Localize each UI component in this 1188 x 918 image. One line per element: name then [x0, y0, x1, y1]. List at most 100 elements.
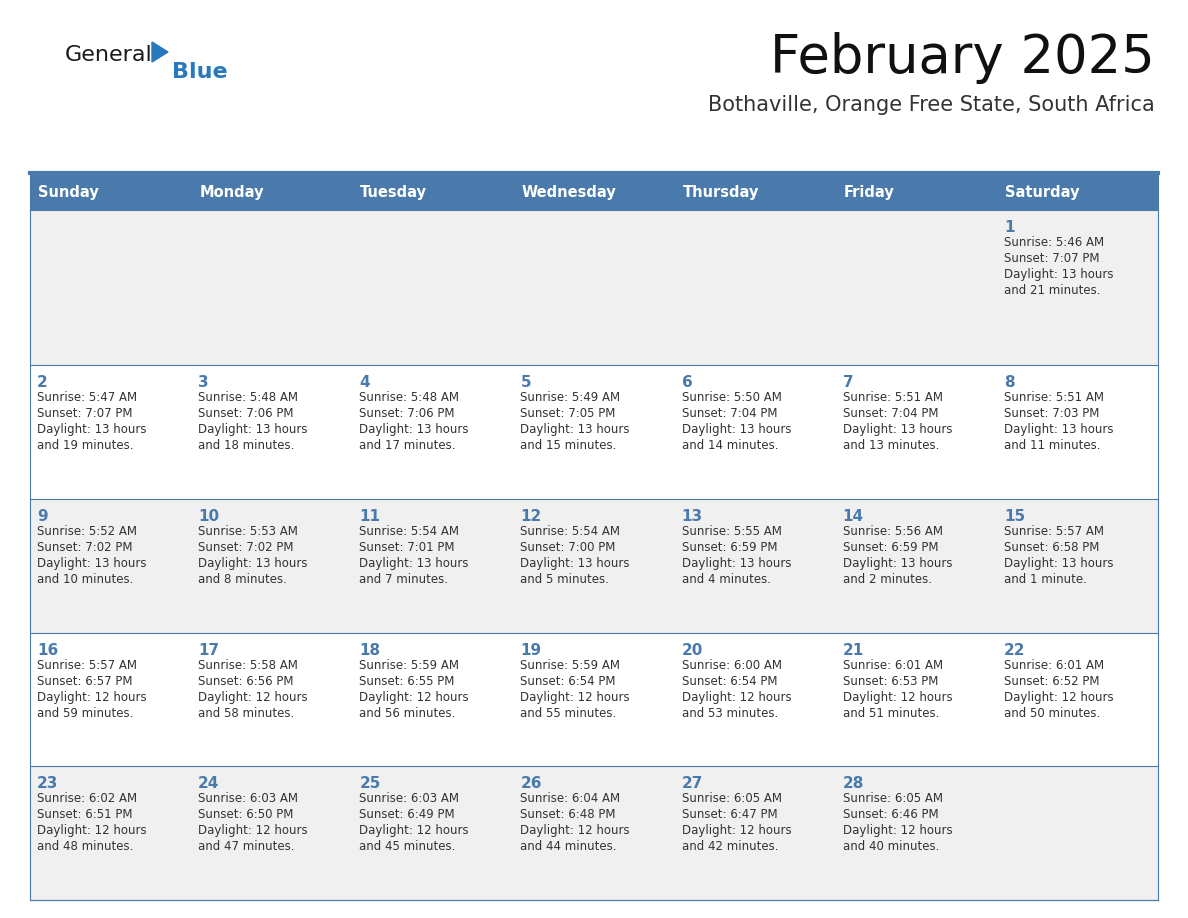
Text: and 47 minutes.: and 47 minutes.	[198, 840, 295, 854]
Text: and 59 minutes.: and 59 minutes.	[37, 707, 133, 720]
Text: and 13 minutes.: and 13 minutes.	[842, 439, 939, 453]
Text: Sunset: 7:04 PM: Sunset: 7:04 PM	[682, 408, 777, 420]
Text: Sunrise: 5:57 AM: Sunrise: 5:57 AM	[1004, 525, 1104, 538]
Text: 2: 2	[37, 375, 48, 390]
Text: Daylight: 12 hours: Daylight: 12 hours	[682, 824, 791, 837]
Text: February 2025: February 2025	[770, 32, 1155, 84]
Text: Daylight: 13 hours: Daylight: 13 hours	[842, 557, 953, 570]
Text: 23: 23	[37, 777, 58, 791]
Text: Sunrise: 6:03 AM: Sunrise: 6:03 AM	[198, 792, 298, 805]
Text: Sunset: 7:02 PM: Sunset: 7:02 PM	[37, 541, 133, 554]
Text: and 42 minutes.: and 42 minutes.	[682, 840, 778, 854]
Text: and 19 minutes.: and 19 minutes.	[37, 439, 133, 453]
Text: Sunset: 6:58 PM: Sunset: 6:58 PM	[1004, 541, 1099, 554]
Text: Daylight: 12 hours: Daylight: 12 hours	[520, 690, 630, 703]
Text: Daylight: 13 hours: Daylight: 13 hours	[520, 557, 630, 570]
Text: Sunset: 6:54 PM: Sunset: 6:54 PM	[682, 675, 777, 688]
Text: Daylight: 12 hours: Daylight: 12 hours	[842, 824, 953, 837]
Text: Wednesday: Wednesday	[522, 185, 617, 200]
Text: Sunset: 7:03 PM: Sunset: 7:03 PM	[1004, 408, 1099, 420]
Text: and 18 minutes.: and 18 minutes.	[198, 439, 295, 453]
Text: Sunrise: 5:53 AM: Sunrise: 5:53 AM	[198, 525, 298, 538]
Text: Daylight: 13 hours: Daylight: 13 hours	[1004, 268, 1113, 281]
Text: Sunset: 7:07 PM: Sunset: 7:07 PM	[37, 408, 133, 420]
Text: Sunrise: 6:01 AM: Sunrise: 6:01 AM	[1004, 658, 1104, 672]
Text: 19: 19	[520, 643, 542, 657]
Text: Sunrise: 5:59 AM: Sunrise: 5:59 AM	[520, 658, 620, 672]
Text: Sunset: 7:06 PM: Sunset: 7:06 PM	[198, 408, 293, 420]
Text: Daylight: 12 hours: Daylight: 12 hours	[520, 824, 630, 837]
Text: and 44 minutes.: and 44 minutes.	[520, 840, 617, 854]
Text: and 58 minutes.: and 58 minutes.	[198, 707, 295, 720]
Text: 26: 26	[520, 777, 542, 791]
Text: 5: 5	[520, 375, 531, 390]
Text: Daylight: 12 hours: Daylight: 12 hours	[682, 690, 791, 703]
Text: Sunset: 6:47 PM: Sunset: 6:47 PM	[682, 809, 777, 822]
Text: 8: 8	[1004, 375, 1015, 390]
Text: and 50 minutes.: and 50 minutes.	[1004, 707, 1100, 720]
Text: Sunrise: 5:48 AM: Sunrise: 5:48 AM	[359, 391, 460, 404]
FancyBboxPatch shape	[30, 767, 1158, 900]
Text: and 14 minutes.: and 14 minutes.	[682, 439, 778, 453]
Text: 11: 11	[359, 509, 380, 524]
Text: Sunrise: 5:52 AM: Sunrise: 5:52 AM	[37, 525, 137, 538]
Text: Sunset: 7:07 PM: Sunset: 7:07 PM	[1004, 252, 1099, 265]
Text: and 53 minutes.: and 53 minutes.	[682, 707, 778, 720]
Polygon shape	[152, 42, 168, 62]
Text: and 5 minutes.: and 5 minutes.	[520, 573, 609, 586]
FancyBboxPatch shape	[30, 175, 191, 210]
Text: and 2 minutes.: and 2 minutes.	[842, 573, 931, 586]
Text: and 10 minutes.: and 10 minutes.	[37, 573, 133, 586]
Text: 16: 16	[37, 643, 58, 657]
Text: Daylight: 13 hours: Daylight: 13 hours	[198, 557, 308, 570]
Text: 14: 14	[842, 509, 864, 524]
Text: and 1 minute.: and 1 minute.	[1004, 573, 1087, 586]
Text: Daylight: 12 hours: Daylight: 12 hours	[359, 824, 469, 837]
Text: and 4 minutes.: and 4 minutes.	[682, 573, 771, 586]
Text: Sunset: 6:52 PM: Sunset: 6:52 PM	[1004, 675, 1099, 688]
Text: Thursday: Thursday	[683, 185, 759, 200]
Text: Sunrise: 5:58 AM: Sunrise: 5:58 AM	[198, 658, 298, 672]
Text: and 56 minutes.: and 56 minutes.	[359, 707, 456, 720]
Text: Sunset: 7:04 PM: Sunset: 7:04 PM	[842, 408, 939, 420]
Text: and 48 minutes.: and 48 minutes.	[37, 840, 133, 854]
Text: Daylight: 12 hours: Daylight: 12 hours	[37, 690, 146, 703]
Text: Sunrise: 5:54 AM: Sunrise: 5:54 AM	[520, 525, 620, 538]
Text: Sunset: 6:53 PM: Sunset: 6:53 PM	[842, 675, 939, 688]
Text: Daylight: 12 hours: Daylight: 12 hours	[359, 690, 469, 703]
Text: Sunrise: 5:48 AM: Sunrise: 5:48 AM	[198, 391, 298, 404]
Text: 4: 4	[359, 375, 369, 390]
Text: Friday: Friday	[843, 185, 895, 200]
Text: Sunrise: 5:51 AM: Sunrise: 5:51 AM	[1004, 391, 1104, 404]
Text: Sunset: 6:57 PM: Sunset: 6:57 PM	[37, 675, 133, 688]
Text: Daylight: 13 hours: Daylight: 13 hours	[1004, 423, 1113, 436]
Text: 15: 15	[1004, 509, 1025, 524]
Text: Sunrise: 5:49 AM: Sunrise: 5:49 AM	[520, 391, 620, 404]
Text: Sunset: 7:02 PM: Sunset: 7:02 PM	[198, 541, 293, 554]
Text: Sunset: 6:54 PM: Sunset: 6:54 PM	[520, 675, 615, 688]
Text: 20: 20	[682, 643, 703, 657]
Text: Sunset: 6:50 PM: Sunset: 6:50 PM	[198, 809, 293, 822]
Text: Daylight: 13 hours: Daylight: 13 hours	[520, 423, 630, 436]
Text: and 17 minutes.: and 17 minutes.	[359, 439, 456, 453]
Text: Saturday: Saturday	[1005, 185, 1080, 200]
Text: and 55 minutes.: and 55 minutes.	[520, 707, 617, 720]
Text: Sunset: 7:05 PM: Sunset: 7:05 PM	[520, 408, 615, 420]
Text: and 40 minutes.: and 40 minutes.	[842, 840, 939, 854]
Text: Bothaville, Orange Free State, South Africa: Bothaville, Orange Free State, South Afr…	[708, 95, 1155, 115]
FancyBboxPatch shape	[30, 633, 1158, 767]
Text: 3: 3	[198, 375, 209, 390]
Text: General: General	[65, 45, 153, 65]
Text: 21: 21	[842, 643, 864, 657]
Text: Sunrise: 6:05 AM: Sunrise: 6:05 AM	[842, 792, 943, 805]
Text: Sunset: 6:48 PM: Sunset: 6:48 PM	[520, 809, 615, 822]
FancyBboxPatch shape	[675, 175, 835, 210]
Text: Sunrise: 5:47 AM: Sunrise: 5:47 AM	[37, 391, 137, 404]
Text: Sunset: 7:01 PM: Sunset: 7:01 PM	[359, 541, 455, 554]
Text: Daylight: 12 hours: Daylight: 12 hours	[37, 824, 146, 837]
Text: 24: 24	[198, 777, 220, 791]
Text: Daylight: 13 hours: Daylight: 13 hours	[842, 423, 953, 436]
Text: and 7 minutes.: and 7 minutes.	[359, 573, 448, 586]
FancyBboxPatch shape	[997, 175, 1158, 210]
Text: Sunset: 6:46 PM: Sunset: 6:46 PM	[842, 809, 939, 822]
